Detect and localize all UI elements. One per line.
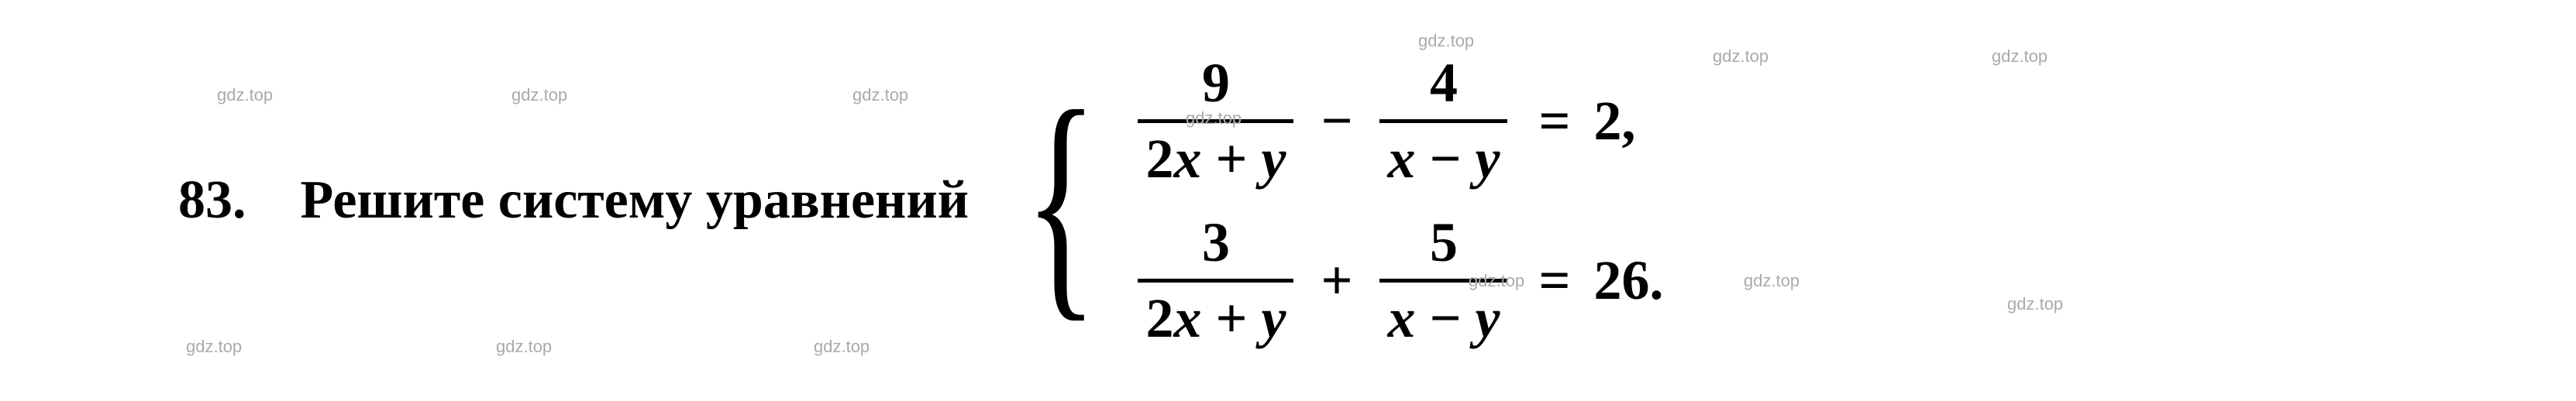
watermark-text: gdz.top (852, 85, 908, 105)
eq2-frac2-denominator: x − y (1379, 283, 1507, 351)
op-plus: + (1201, 128, 1261, 190)
equation-2: 3 2x + y + 5 x − y = 26. (1130, 211, 1663, 351)
watermark-text: gdz.top (186, 337, 242, 357)
watermark-text: gdz.top (496, 337, 552, 357)
problem-container: 83. Решите систему уравнений { 9 2x + y … (0, 0, 2576, 401)
var-y: y (1261, 128, 1286, 190)
coef: 2 (1145, 287, 1173, 349)
eq1-frac1-denominator: 2x + y (1138, 123, 1293, 191)
var-x: x (1173, 287, 1201, 349)
problem-number: 83. (178, 170, 246, 231)
eq2-fraction-1: 3 2x + y (1138, 211, 1293, 351)
watermark-text: gdz.top (511, 85, 567, 105)
watermark-text: gdz.top (1744, 271, 1799, 291)
eq2-equals: = (1538, 248, 1570, 313)
watermark-text: gdz.top (1992, 46, 2047, 67)
var-x: x (1173, 128, 1201, 190)
eq2-frac1-denominator: 2x + y (1138, 283, 1293, 351)
eq1-equals: = (1538, 89, 1570, 153)
problem-text: Решите систему уравнений (301, 170, 969, 231)
system-brace-wrapper: { 9 2x + y − 4 x − y (1000, 51, 1663, 351)
watermark-text: gdz.top (1186, 108, 1242, 129)
watermark-text: gdz.top (814, 337, 870, 357)
var-y: y (1261, 287, 1286, 349)
eq1-fraction-2: 4 x − y (1379, 51, 1507, 191)
var-x: x (1387, 128, 1415, 190)
equations-group: 9 2x + y − 4 x − y = 2, (1130, 51, 1663, 351)
op-minus: − (1415, 128, 1475, 190)
op-minus: − (1415, 287, 1475, 349)
left-brace: { (1025, 86, 1098, 316)
watermark-text: gdz.top (217, 85, 273, 105)
watermark-text: gdz.top (1713, 46, 1768, 67)
watermark-text: gdz.top (2007, 294, 2063, 314)
eq2-frac2-numerator: 5 (1422, 211, 1465, 279)
op-plus: + (1201, 287, 1261, 349)
eq2-result: 26. (1594, 248, 1664, 313)
var-x: x (1387, 287, 1415, 349)
watermark-text: gdz.top (1418, 31, 1474, 51)
eq1-frac2-numerator: 4 (1422, 51, 1465, 119)
eq1-operator: − (1321, 89, 1352, 153)
var-y: y (1476, 287, 1500, 349)
var-y: y (1476, 128, 1500, 190)
eq2-frac1-numerator: 3 (1194, 211, 1238, 279)
eq2-operator: + (1321, 248, 1352, 313)
eq1-result: 2, (1594, 89, 1636, 153)
watermark-text: gdz.top (1469, 271, 1524, 291)
coef: 2 (1145, 128, 1173, 190)
eq1-frac2-denominator: x − y (1379, 123, 1507, 191)
